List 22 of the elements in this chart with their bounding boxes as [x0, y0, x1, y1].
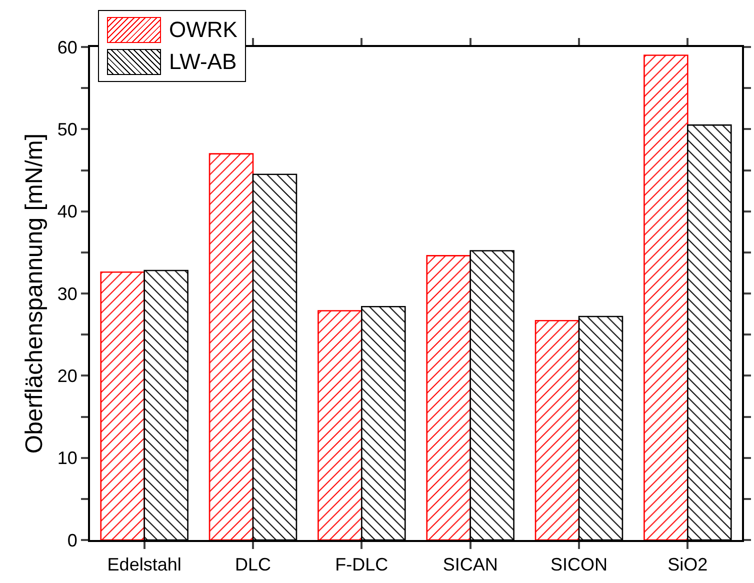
- y-tick-label: 0: [67, 530, 78, 550]
- y-tick-label: 10: [57, 448, 78, 468]
- x-tick-label: SICAN: [442, 554, 498, 575]
- bar: [318, 310, 362, 540]
- x-tick-label: Edelstahl: [107, 554, 182, 575]
- bar: [208, 153, 254, 540]
- x-tick-label: DLC: [234, 554, 272, 575]
- bar: [644, 54, 688, 540]
- y-tick-label: 30: [57, 284, 78, 304]
- y-tick-label: 40: [57, 202, 78, 222]
- y-tick-label: 50: [57, 119, 78, 140]
- bar: [534, 320, 580, 540]
- legend-label: LW-AB: [169, 48, 237, 76]
- legend-label: OWRK: [169, 16, 238, 44]
- x-tick-label: F-DLC: [335, 554, 388, 575]
- y-axis-title: Oberflächenspannung [mN/m]: [20, 133, 48, 454]
- x-tick-label: SICON: [550, 554, 608, 575]
- x-tick-label: SiO2: [668, 554, 708, 575]
- bar: [100, 271, 145, 540]
- y-tick-label: 20: [57, 366, 78, 386]
- bar: [426, 255, 471, 540]
- y-tick-label: 60: [57, 37, 78, 58]
